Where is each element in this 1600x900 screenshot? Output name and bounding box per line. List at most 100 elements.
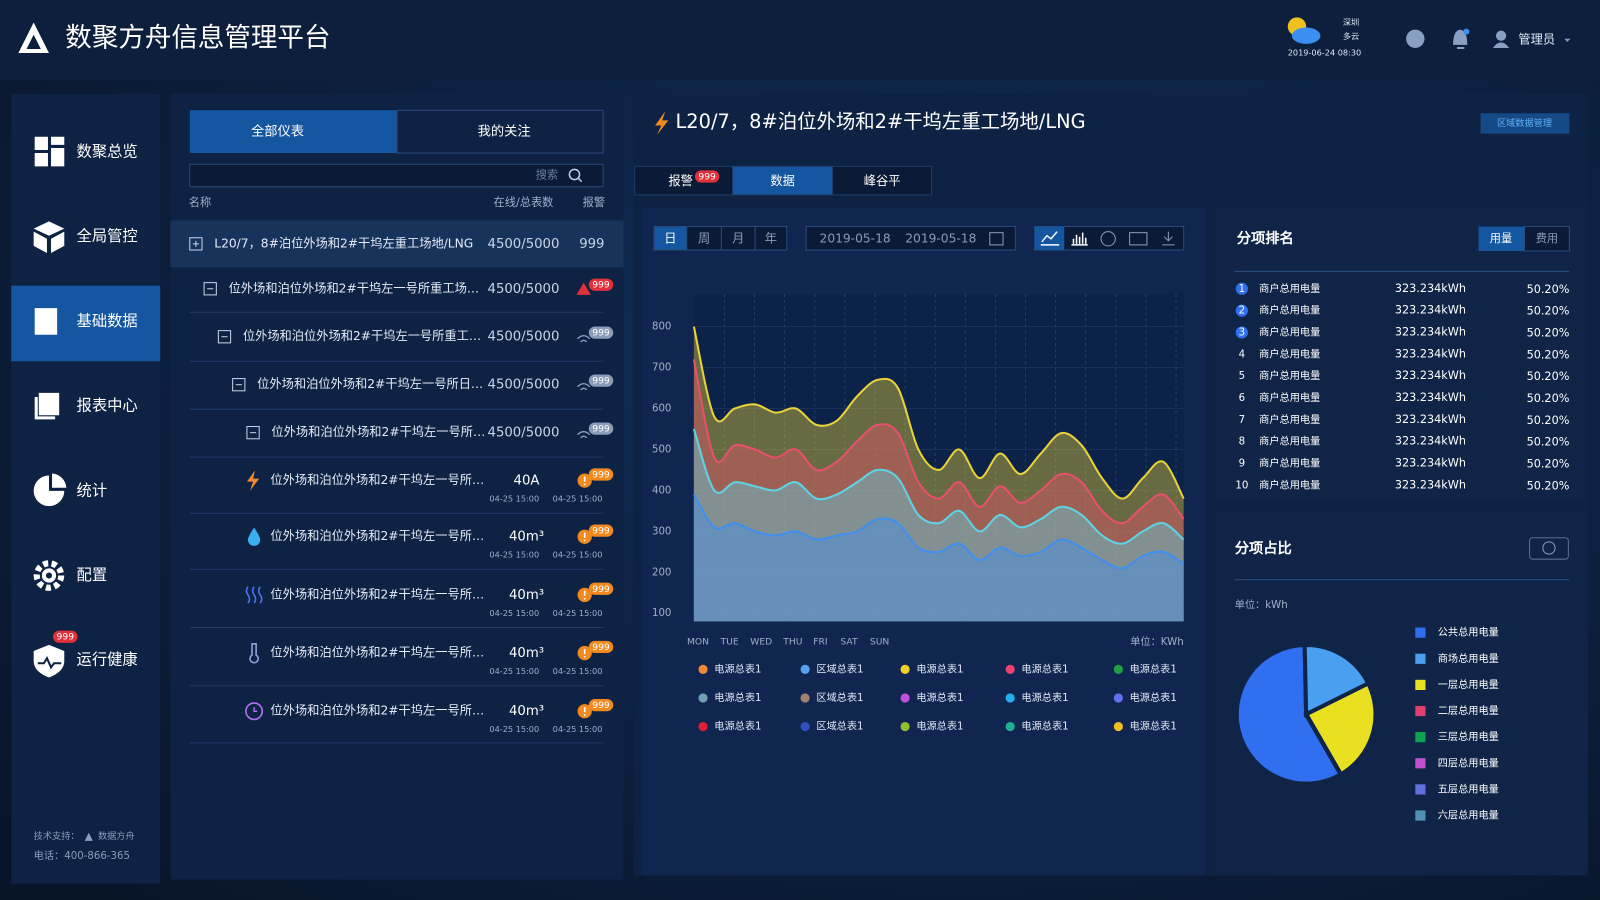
sidebar-item[interactable]: 报表中心 — [77, 397, 138, 415]
support-phone: 电话：400-866-365 — [34, 849, 130, 862]
toggle-active[interactable] — [1478, 226, 1525, 252]
tab-label[interactable]: 全部仪表 — [251, 123, 304, 140]
period-label[interactable]: 日 — [664, 231, 676, 245]
badge — [588, 640, 614, 654]
legend-label: 区域总表1 — [816, 662, 863, 675]
detail-tab[interactable] — [832, 165, 933, 196]
share-button-icon — [1542, 541, 1556, 555]
reading-time: 04-25 15:00 — [489, 550, 539, 560]
caret — [1564, 38, 1571, 42]
sidebar-icon — [34, 136, 65, 167]
bell-icon[interactable] — [1453, 29, 1468, 49]
share-button[interactable] — [1529, 537, 1569, 560]
y-tick-label: 500 — [652, 444, 671, 455]
meter-reading: 40m³ — [509, 588, 544, 603]
tool-bar[interactable] — [1071, 232, 1088, 246]
meter-count: 4500/5000 — [488, 378, 560, 393]
tool-cost[interactable] — [1100, 231, 1116, 247]
detail-tab-label[interactable]: 峰谷平 — [864, 174, 901, 188]
toggle[interactable] — [1523, 226, 1570, 252]
x-tick-label: THU — [782, 636, 802, 647]
pie-legend-swatch — [1415, 732, 1426, 743]
sidebar-item[interactable]: 配置 — [77, 566, 108, 584]
period-label[interactable]: 年 — [765, 231, 777, 245]
toggle-label[interactable]: 用量 — [1490, 232, 1512, 245]
rank-value: 323.234kWh — [1395, 369, 1466, 382]
rank-number: 1 — [1239, 284, 1245, 295]
expand-box — [217, 330, 232, 344]
manage-button-label[interactable]: 区域数据管理 — [1497, 117, 1552, 129]
help-icon[interactable] — [1406, 29, 1425, 48]
detail-tab-label[interactable]: 报警 — [668, 173, 692, 188]
sidebar-item[interactable]: 全局管控 — [77, 227, 138, 245]
meter-icon — [247, 527, 261, 546]
signal-icon — [577, 430, 591, 439]
tool-download[interactable] — [1162, 231, 1175, 246]
legend-dot — [900, 693, 910, 703]
sidebar-icon — [33, 473, 67, 507]
pie-legend-label: 三层总用电量 — [1438, 730, 1499, 743]
tool-number[interactable] — [1129, 232, 1148, 246]
app-title: 数聚方舟信息管理平台 — [65, 22, 330, 53]
alarm-time: 04-25 15:00 — [553, 608, 603, 618]
share-title: 分项占比 — [1235, 539, 1292, 557]
pie-legend-label: 五层总用电量 — [1438, 782, 1499, 795]
rank-circle — [1235, 326, 1248, 339]
search-icon[interactable] — [568, 168, 581, 181]
badge — [694, 170, 720, 183]
date-range[interactable] — [805, 226, 1016, 251]
badge — [53, 630, 78, 643]
alarm-time: 04-25 15:00 — [553, 493, 603, 503]
detail-tab-label[interactable]: 数据 — [770, 173, 794, 188]
weather-city: 深圳 — [1343, 17, 1359, 27]
tool-line[interactable] — [1040, 231, 1060, 246]
weather-datetime: 2019-06-24 08:30 — [1288, 48, 1362, 58]
rank-number: 7 — [1239, 415, 1245, 426]
user-name[interactable]: 管理员 — [1518, 31, 1555, 46]
legend-dot — [800, 693, 810, 703]
rank-share: 50.20% — [1527, 414, 1570, 427]
sidebar-item[interactable]: 基础数据 — [77, 312, 138, 330]
legend-dot — [900, 721, 910, 732]
x-tick-label: FRI — [813, 636, 827, 647]
date-end: 2019-05-18 — [905, 231, 976, 245]
ranking-title: 分项排名 — [1237, 229, 1294, 247]
toggle-label[interactable]: 费用 — [1536, 232, 1558, 245]
pie-legend-swatch — [1415, 679, 1426, 690]
y-tick-label: 800 — [652, 322, 671, 333]
rank-number: 3 — [1239, 327, 1245, 338]
y-tick-label: 600 — [652, 404, 671, 415]
alarm-time: 04-25 15:00 — [553, 666, 603, 676]
area-line — [692, 359, 1185, 525]
sidebar-item[interactable]: 运行健康 — [77, 651, 138, 669]
badge-text: 999 — [592, 424, 610, 435]
area-fill — [693, 359, 1184, 622]
meter-count: 4500/5000 — [488, 282, 560, 297]
manage-button[interactable] — [1480, 113, 1570, 134]
bell-dot — [1463, 28, 1470, 35]
alarm-count: 999 — [579, 237, 604, 252]
legend-dot — [1005, 721, 1015, 732]
meter-icon — [246, 470, 260, 491]
badge — [588, 422, 614, 435]
sidebar-item[interactable]: 数聚总览 — [77, 143, 138, 161]
sidebar-item[interactable]: 统计 — [77, 481, 108, 499]
title-bolt — [655, 111, 669, 135]
period-label[interactable]: 月 — [732, 231, 744, 245]
meter-name: L20/7，8#泊位外场和2#干坞左重工场地/LNG — [214, 235, 473, 250]
legend-label: 电源总表1 — [1130, 691, 1177, 704]
rank-share: 50.20% — [1527, 305, 1570, 318]
meter-icon — [245, 586, 263, 604]
badge-text: 999 — [592, 280, 610, 291]
detail-tab[interactable] — [732, 165, 834, 196]
period-label[interactable]: 周 — [698, 231, 710, 245]
y-tick-label: 700 — [652, 363, 671, 374]
badge-text: 999 — [592, 470, 610, 481]
pie-legend-swatch — [1415, 810, 1426, 821]
tab-label[interactable]: 我的关注 — [478, 124, 531, 140]
ranking-panel — [1215, 207, 1588, 503]
share-unit: 单位：kWh — [1235, 598, 1288, 611]
meter-reading: 40m³ — [509, 704, 544, 719]
period-button[interactable] — [754, 226, 788, 251]
